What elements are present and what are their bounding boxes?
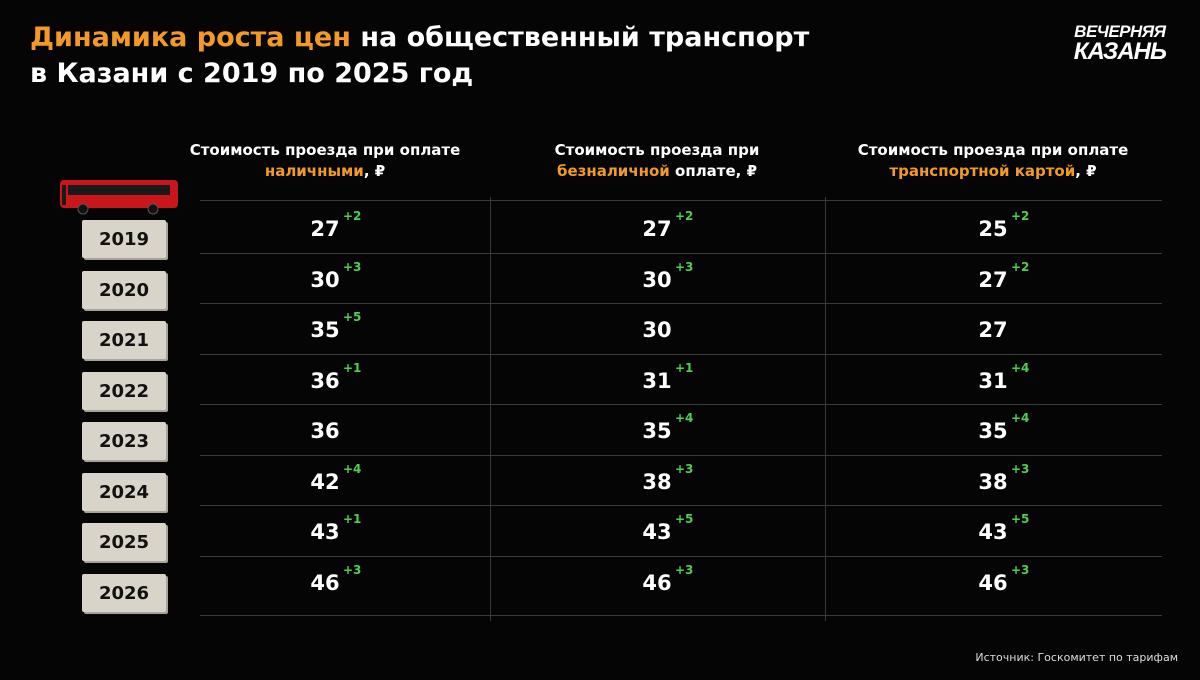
price: 25	[978, 217, 1008, 241]
price: 27	[642, 217, 672, 241]
price: 43	[310, 520, 340, 544]
price-delta: +2	[1011, 209, 1030, 223]
column-divider	[825, 197, 826, 621]
year-label: 2019	[82, 220, 166, 258]
row-divider	[200, 454, 1162, 456]
row-divider	[200, 615, 1162, 616]
column-text: , ₽	[1075, 162, 1097, 180]
price: 35	[978, 419, 1008, 443]
year-label: 2022	[82, 371, 166, 410]
price-delta: +3	[343, 562, 362, 577]
logo-line: ВЕЧЕРНЯЯ	[1074, 22, 1166, 41]
price-delta: +3	[1011, 562, 1030, 577]
price-delta: +4	[1011, 360, 1030, 375]
column-highlight: безналичной	[556, 162, 670, 180]
logo: ВЕЧЕРНЯЯ КАЗАНЬ	[1073, 22, 1167, 65]
price: 30	[310, 267, 340, 292]
column-text: , ₽	[363, 162, 386, 180]
price-delta: +5	[675, 512, 694, 526]
price-delta: +4	[675, 411, 694, 425]
column-header: Стоимость проезда при оплате наличными, …	[165, 140, 485, 182]
source: Источник: Госкомитет по тарифам	[975, 651, 1178, 664]
row-divider	[200, 252, 1162, 254]
logo-line: КАЗАНЬ	[1073, 38, 1167, 65]
row-divider	[200, 505, 1162, 506]
price: 27	[978, 318, 1008, 342]
price-delta: +3	[675, 562, 694, 577]
price: 36	[310, 368, 340, 393]
price: 42	[310, 469, 340, 494]
column-text: Стоимость проезда при	[554, 141, 760, 159]
title-highlight: Динамика роста цен	[30, 22, 351, 53]
column-highlight: наличными	[264, 162, 364, 180]
price-delta: +5	[1011, 512, 1030, 526]
column-text: Стоимость проезда при оплате	[189, 141, 461, 159]
title-rest: на общественный транспорт в Казани с 201…	[30, 22, 810, 89]
year-label: 2021	[82, 321, 166, 359]
price: 31	[978, 368, 1008, 393]
year-label: 2023	[82, 422, 166, 460]
price: 43	[978, 520, 1008, 544]
price: 46	[642, 570, 672, 595]
price-delta: +3	[675, 259, 694, 274]
price: 36	[310, 419, 340, 443]
price-delta: +4	[343, 461, 362, 476]
price-delta: +1	[343, 512, 362, 526]
price-delta: +3	[343, 259, 362, 274]
price-delta: +3	[675, 461, 694, 476]
price: 46	[310, 570, 340, 595]
price: 38	[642, 469, 672, 494]
price-delta: +2	[675, 209, 694, 223]
column-highlight: транспортной картой	[889, 162, 1076, 180]
price-delta: +1	[675, 360, 694, 375]
price-delta: +4	[1011, 411, 1030, 425]
row-divider	[200, 404, 1162, 405]
row-divider	[200, 555, 1162, 557]
price: 27	[310, 217, 340, 241]
year-label: 2025	[82, 523, 166, 561]
price-delta: +2	[343, 209, 362, 223]
year-label: 2026	[82, 573, 166, 612]
row-divider	[200, 353, 1162, 355]
price-delta: +2	[1011, 259, 1030, 274]
column-header: Стоимость проезда при безналичной оплате…	[497, 140, 817, 182]
price: 30	[642, 318, 672, 342]
column-divider	[490, 197, 491, 621]
bus-icon	[60, 180, 178, 215]
row-divider	[200, 200, 1162, 201]
price: 35	[310, 318, 340, 342]
price-delta: +3	[1011, 461, 1030, 476]
price-delta: +1	[343, 360, 362, 375]
column-text: Стоимость проезда при оплате	[857, 141, 1129, 159]
price: 43	[642, 520, 672, 544]
price-delta: +5	[343, 310, 362, 324]
price: 31	[642, 368, 672, 393]
price: 38	[978, 469, 1008, 494]
row-divider	[200, 303, 1162, 304]
year-label: 2020	[82, 270, 166, 309]
price: 30	[642, 267, 672, 292]
column-header: Стоимость проезда при оплате транспортно…	[833, 140, 1153, 182]
title: Динамика роста цен на общественный транс…	[30, 20, 830, 92]
price: 27	[978, 267, 1008, 292]
column-text: оплате, ₽	[669, 162, 758, 180]
year-label: 2024	[82, 472, 166, 511]
price: 35	[642, 419, 672, 443]
price: 46	[978, 570, 1008, 595]
